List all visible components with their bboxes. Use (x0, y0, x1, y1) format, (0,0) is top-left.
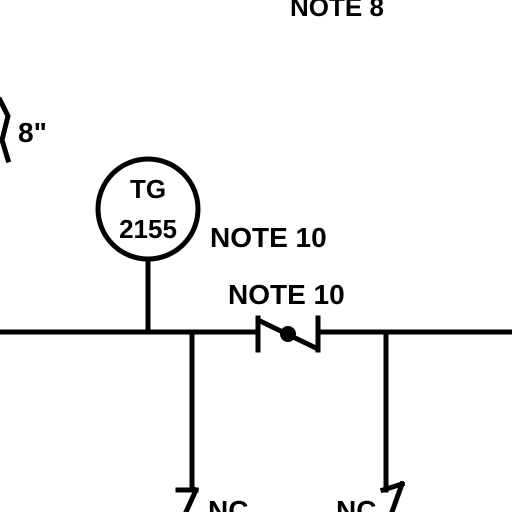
drain-left-stem (183, 486, 200, 512)
instrument-tag-type: TG (130, 174, 166, 204)
inline-valve (255, 315, 321, 353)
valve-dot (280, 326, 296, 342)
drain-right-cap (379, 480, 406, 494)
reducer-symbol (0, 96, 12, 164)
pipe-size-label: 8" (18, 117, 47, 148)
drain-left-label: NC (208, 495, 248, 512)
drain-right-label: NC (336, 495, 376, 512)
drain-valve-right: NC (336, 480, 406, 512)
note-pipe-label: NOTE 10 (228, 279, 345, 310)
drain-right-stem (389, 480, 406, 512)
note-top-label: NOTE 8 (290, 0, 384, 22)
note-valve-label: NOTE 10 (210, 222, 327, 253)
instrument-tag-number: 2155 (119, 214, 177, 244)
drain-valve-left: NC (175, 486, 248, 512)
